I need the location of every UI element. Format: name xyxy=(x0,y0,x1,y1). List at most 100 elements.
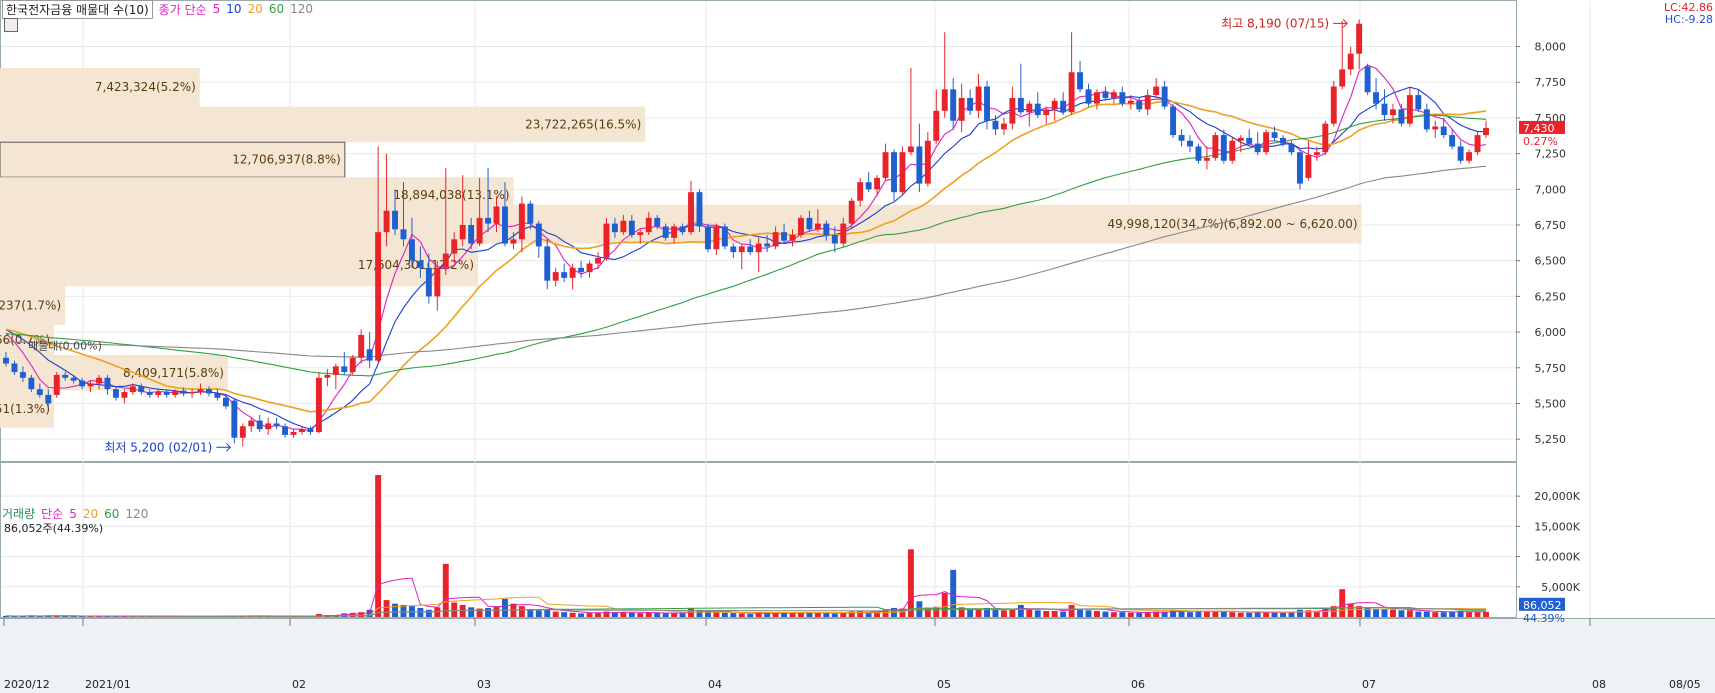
volume-bar xyxy=(417,607,424,617)
ma60-legend: 60 xyxy=(268,2,285,16)
volume-bar xyxy=(781,613,788,617)
candle-body xyxy=(1263,132,1270,153)
candle-body xyxy=(645,217,652,233)
volume-bar xyxy=(857,610,864,617)
volume-bar xyxy=(1220,611,1227,617)
volume-bar xyxy=(645,612,652,617)
x-tick-label: 03 xyxy=(477,678,491,691)
volume-bar xyxy=(882,609,889,617)
candle-body xyxy=(865,182,872,190)
candle-body xyxy=(222,397,229,407)
volume-bar xyxy=(1457,610,1464,617)
candle-body xyxy=(324,374,331,378)
volume-bar xyxy=(1178,611,1185,617)
volume-bar xyxy=(1313,611,1320,617)
volume-bar xyxy=(1119,612,1126,617)
candle-body xyxy=(1373,92,1380,104)
candle-body xyxy=(1356,23,1363,54)
candle-body xyxy=(366,349,373,361)
high-arrow xyxy=(1333,19,1348,28)
volume-bar xyxy=(798,612,804,617)
volume-bar xyxy=(578,613,585,617)
candle-body xyxy=(265,423,272,430)
volume-bar xyxy=(679,613,686,617)
volume-bar xyxy=(1144,612,1151,617)
volume-bar xyxy=(569,612,576,617)
volume-bar xyxy=(70,616,77,617)
candle-body xyxy=(155,392,162,395)
candle-body xyxy=(696,192,703,227)
candle-body xyxy=(1178,135,1185,141)
volume-bar xyxy=(1094,610,1100,617)
volume-bar xyxy=(1390,609,1396,617)
candle-body xyxy=(569,267,576,278)
candle-body xyxy=(248,420,255,427)
candle-body xyxy=(358,334,365,358)
candle-body xyxy=(1288,143,1295,153)
candle-body xyxy=(459,225,466,240)
volume-bar xyxy=(1136,612,1143,617)
candle-body xyxy=(1339,69,1346,87)
candle-body xyxy=(924,140,931,184)
candle-body xyxy=(899,152,906,193)
ma120-legend: 120 xyxy=(290,2,314,16)
candle-body xyxy=(620,220,627,233)
volume-profile-bar xyxy=(0,106,646,143)
candle-body xyxy=(1347,53,1354,70)
x-axis-panel xyxy=(0,618,1715,693)
candle-body xyxy=(603,223,610,258)
candle-body xyxy=(256,420,263,430)
vol-pct-badge-label: 44.39% xyxy=(1523,612,1565,625)
candle-body xyxy=(96,377,102,384)
y-tick-label: 6,250 xyxy=(1535,290,1567,303)
volume-profile-label: 8,409,171(5.8%) xyxy=(123,366,224,380)
volume-bar xyxy=(442,563,449,617)
volume-bar xyxy=(349,612,356,617)
candle-body xyxy=(332,366,339,375)
candle-body xyxy=(840,223,847,244)
volume-bar xyxy=(358,612,365,617)
volume-bar xyxy=(468,607,475,617)
volume-bar xyxy=(1187,612,1193,617)
volume-bar xyxy=(544,609,551,617)
grid-toggle-icon[interactable] xyxy=(4,18,18,32)
chart-title[interactable]: 한국전자금융 매물대 수(10) xyxy=(2,0,153,19)
candle-body xyxy=(1246,137,1253,144)
volume-bar xyxy=(1381,609,1388,617)
volume-bar xyxy=(823,613,830,617)
volume-bar xyxy=(28,615,35,617)
volume-bar xyxy=(1229,612,1236,617)
candle-body xyxy=(1313,152,1320,156)
candle-body xyxy=(70,377,77,381)
candle-body xyxy=(1229,140,1236,161)
candle-body xyxy=(112,389,119,398)
volume-bar xyxy=(874,611,881,617)
candle-body xyxy=(315,377,322,433)
candle-body xyxy=(1322,123,1329,153)
volume-bar xyxy=(36,616,43,617)
candle-body xyxy=(704,226,711,250)
candle-body xyxy=(451,239,458,254)
candle-body xyxy=(1153,86,1160,96)
candle-body xyxy=(848,200,855,224)
candle-body xyxy=(1296,152,1303,184)
candle-body xyxy=(1094,92,1100,104)
candle-body xyxy=(163,392,170,395)
candle-body xyxy=(1034,103,1041,116)
volume-profile-label: 12,706,937(8.8%) xyxy=(232,153,341,167)
volume-bar xyxy=(1102,611,1109,617)
ma20-legend: 20 xyxy=(247,2,263,16)
volume-panel xyxy=(0,462,1517,618)
candle-body xyxy=(299,429,305,433)
x-tick-label: 07 xyxy=(1362,678,1376,691)
volume-bar xyxy=(1017,604,1024,617)
candle-body xyxy=(806,217,813,230)
candle-body xyxy=(814,223,821,230)
y-tick-label: 6,750 xyxy=(1535,219,1567,232)
volume-bar xyxy=(806,612,813,617)
hc-value: HC:-9.28 xyxy=(1664,13,1713,26)
candle-body xyxy=(1330,86,1337,124)
candle-body xyxy=(392,210,398,230)
volume-bar xyxy=(1246,612,1253,617)
volume-bar xyxy=(620,611,627,617)
